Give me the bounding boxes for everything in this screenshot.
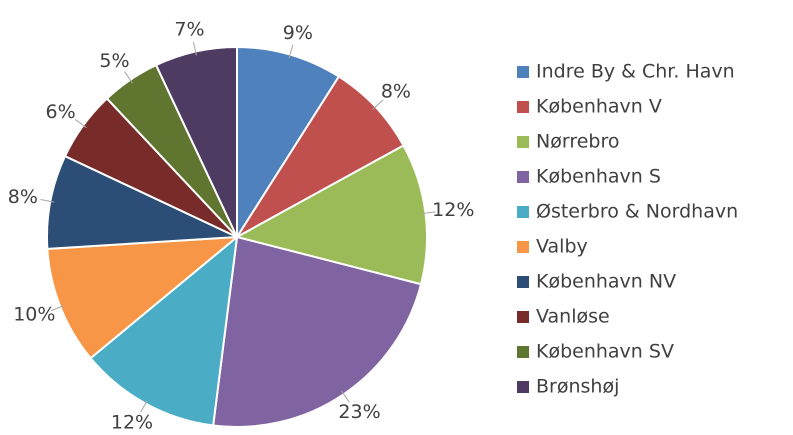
legend-swatch: [517, 206, 529, 218]
legend-swatch: [517, 241, 529, 253]
legend-swatch: [517, 136, 529, 148]
legend-swatch: [517, 171, 529, 183]
legend-label: Vanløse: [536, 306, 610, 328]
legend-label: København S: [536, 166, 661, 188]
legend-label: Indre By & Chr. Havn: [536, 61, 735, 83]
leader-line: [372, 99, 384, 111]
legend-swatch: [517, 346, 529, 358]
data-label: 8%: [8, 186, 38, 208]
legend-label: København V: [536, 96, 662, 118]
legend-swatch: [517, 381, 529, 393]
leader-line: [421, 211, 436, 215]
legend-swatch: [517, 66, 529, 78]
leader-line: [50, 305, 65, 312]
data-label: 9%: [283, 22, 313, 44]
data-label: 6%: [46, 101, 76, 123]
legend-label: Nørrebro: [536, 131, 619, 153]
leader-line: [341, 390, 350, 403]
leader-line: [140, 399, 148, 413]
legend-swatch: [517, 311, 529, 323]
leader-line: [124, 71, 133, 84]
data-label: 10%: [13, 304, 55, 326]
data-label: 7%: [174, 19, 204, 41]
legend-label: København NV: [536, 271, 676, 293]
legend-label: Østerbro & Nordhavn: [536, 201, 738, 223]
leader-line: [74, 119, 87, 129]
legend-label: Brønshøj: [536, 376, 619, 398]
data-label: 12%: [111, 411, 153, 433]
leader-line: [192, 41, 197, 56]
data-label: 12%: [432, 199, 474, 221]
legend-swatch: [517, 101, 529, 113]
legend-label: Valby: [536, 236, 588, 258]
legend-swatch: [517, 276, 529, 288]
leader-line: [288, 44, 294, 59]
legend-label: København SV: [536, 341, 674, 363]
data-label: 5%: [99, 50, 129, 72]
data-label: 8%: [381, 80, 411, 102]
leader-line: [40, 199, 55, 203]
data-label: 23%: [338, 401, 380, 423]
